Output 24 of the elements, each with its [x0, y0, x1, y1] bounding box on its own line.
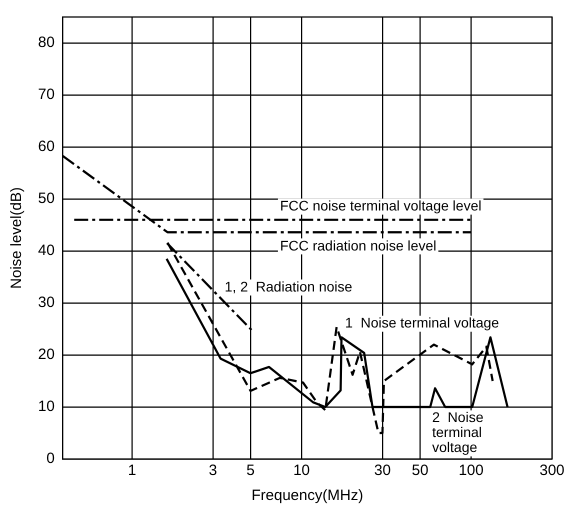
x-tick-label: 5: [246, 462, 255, 480]
y-tick-label: 50: [38, 190, 55, 208]
x-tick-label: 30: [374, 462, 391, 480]
x-tick-label: 50: [412, 462, 428, 480]
annotation: 1 Noise terminal voltage: [345, 314, 500, 331]
annotation: 1, 2 Radiation noise: [224, 278, 352, 294]
y-tick-label: 40: [38, 242, 55, 260]
y-tick-label: 60: [38, 138, 55, 156]
x-tick-label: 10: [293, 462, 310, 480]
x-axis-title: Frequency(MHz): [252, 487, 364, 504]
y-tick-label: 70: [38, 86, 55, 104]
y-tick-label: 30: [38, 294, 55, 312]
y-tick-label: 10: [38, 398, 55, 416]
x-tick-label: 300: [539, 462, 565, 480]
annotation: FCC noise terminal voltage level: [280, 197, 482, 214]
y-tick-label: 0: [46, 450, 55, 468]
annotation: FCC radiation noise level: [280, 237, 436, 254]
x-tick-label: 100: [458, 462, 484, 480]
y-tick-label: 20: [38, 346, 55, 364]
y-tick-label: 80: [38, 34, 55, 52]
x-tick-label: 3: [208, 462, 218, 480]
annotation: 2 Noise terminal voltage: [432, 409, 484, 456]
x-tick-label: 1: [128, 462, 136, 480]
y-axis-title: Noise level(dB): [8, 187, 26, 289]
